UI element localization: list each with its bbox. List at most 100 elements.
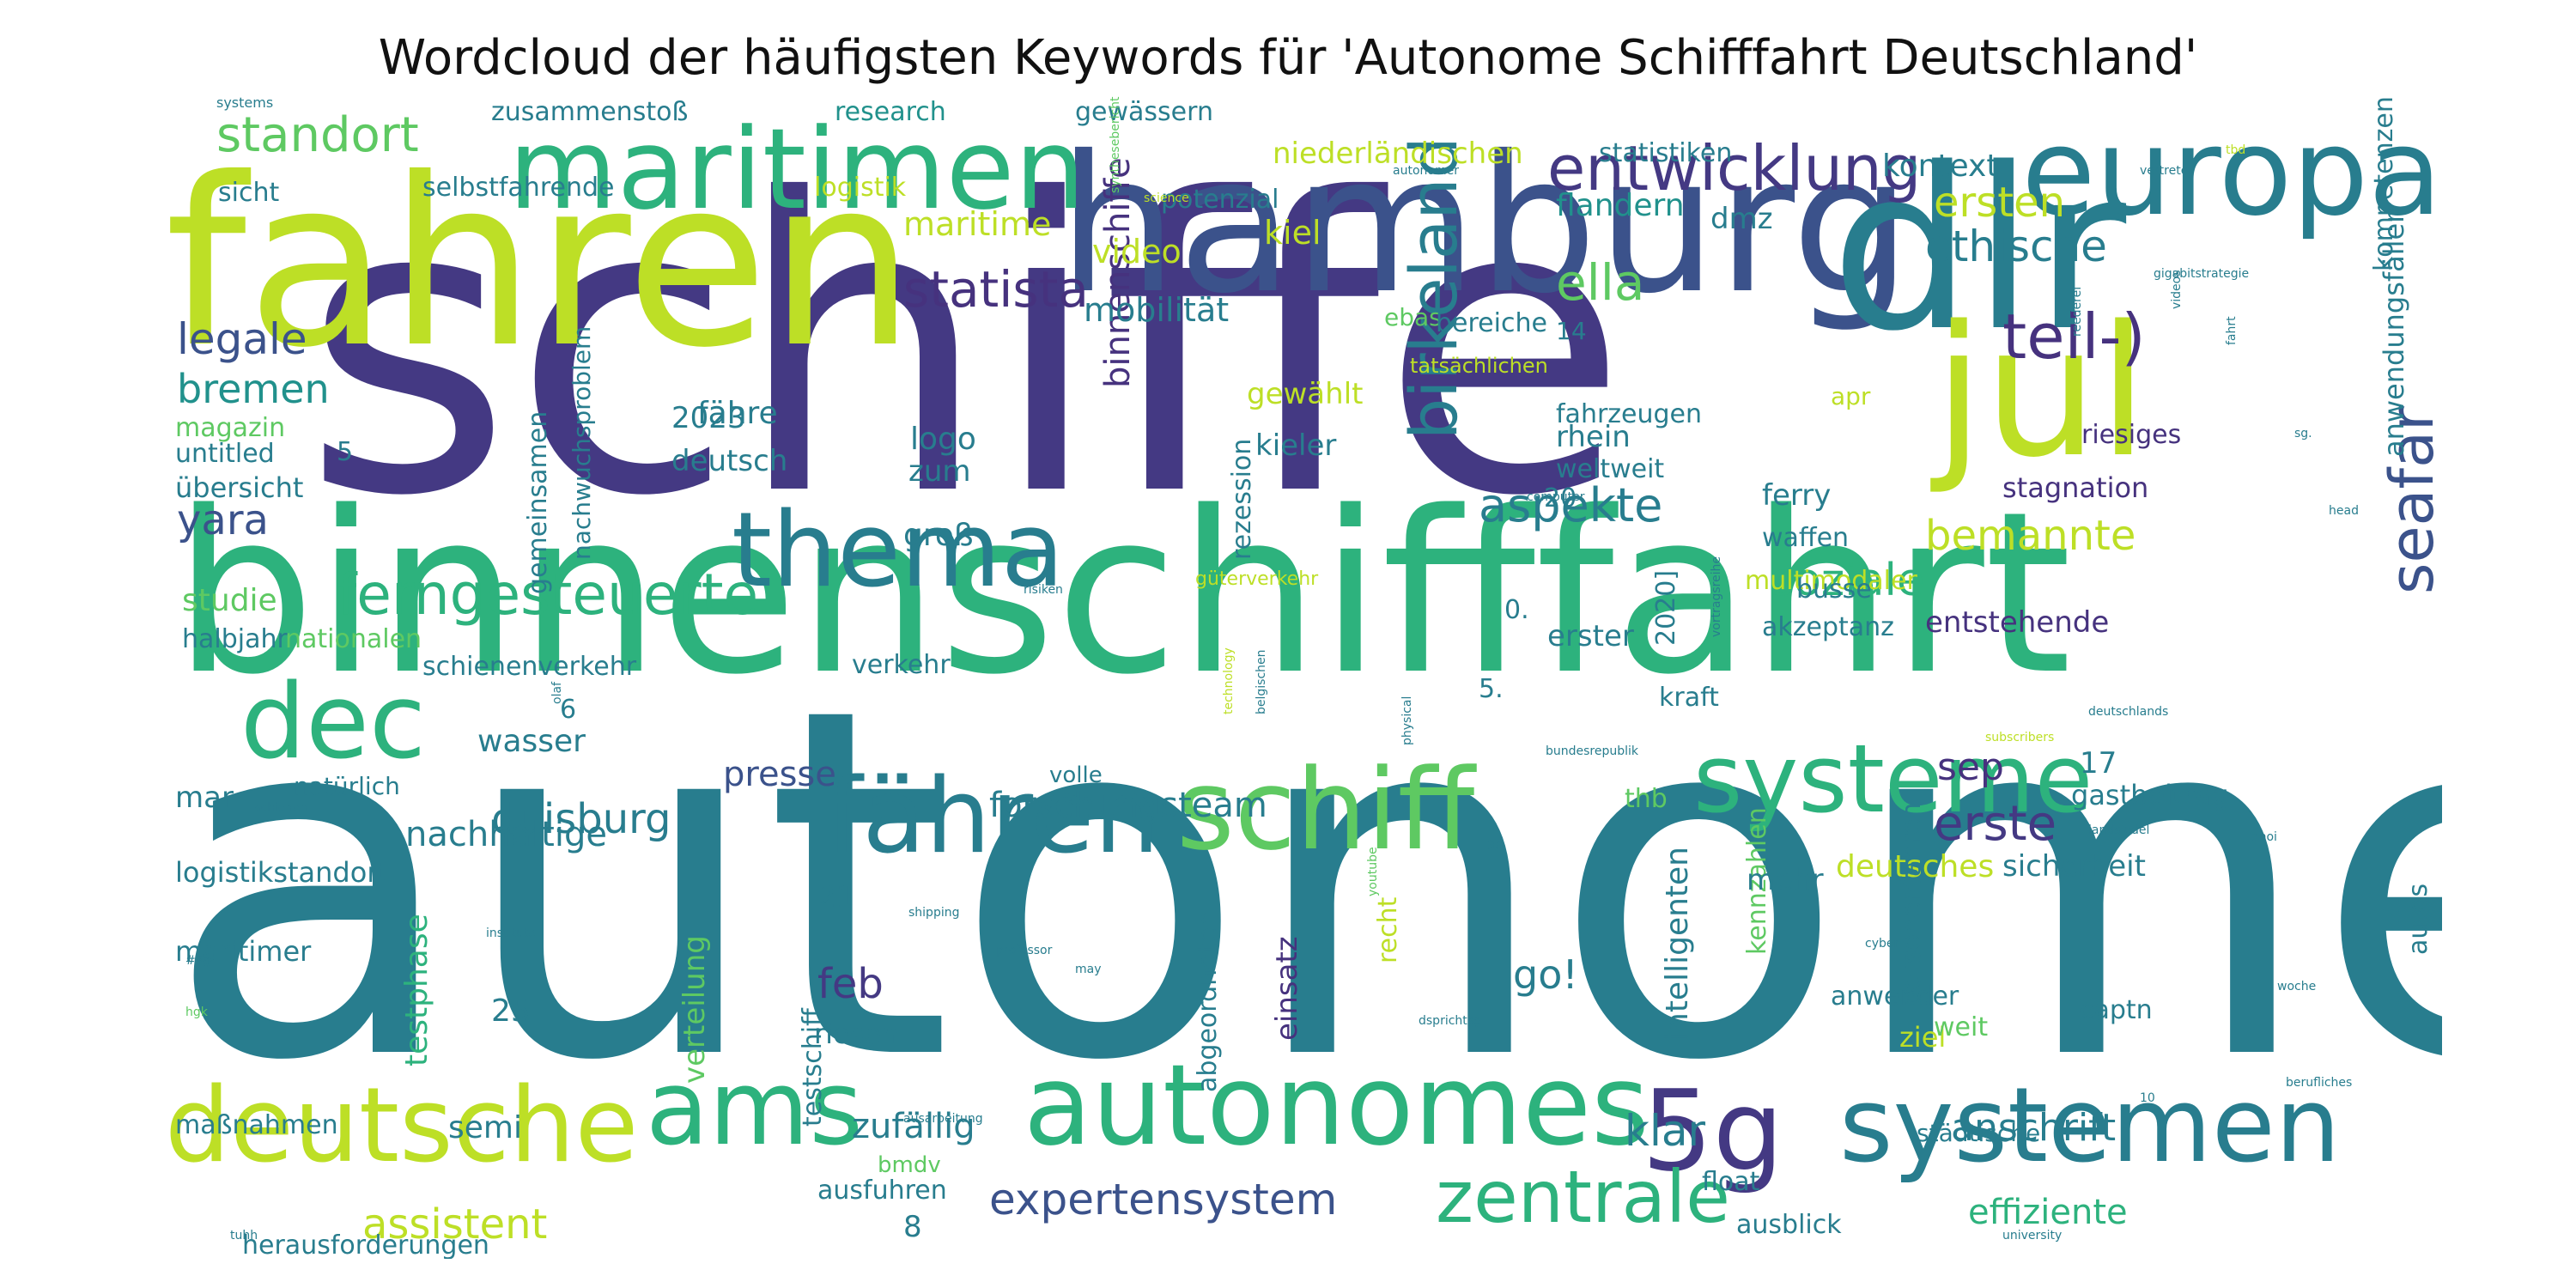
- word-research: research: [835, 97, 946, 127]
- word-schiffe: schiffe: [302, 114, 1629, 584]
- word-erster: erster: [1547, 619, 1634, 653]
- word-feb: feb: [817, 960, 884, 1008]
- word-maritimen: maritimen: [508, 104, 1085, 234]
- word-yara: yara: [177, 496, 269, 544]
- word-potenzial: potenzial: [1161, 185, 1279, 215]
- word-head: head: [2329, 504, 2359, 518]
- word-5: 5.: [1479, 674, 1504, 704]
- word-schienen: schienen: [254, 801, 308, 815]
- word-untitled: untitled: [175, 439, 275, 469]
- word-duisburg: duisburg: [491, 795, 671, 843]
- word-autonomen: autonomen: [165, 606, 2442, 1166]
- word-zum: zum: [908, 454, 971, 489]
- word-fahrt: fahrt: [2225, 316, 2239, 345]
- word-berufliches: berufliches: [2286, 1076, 2353, 1090]
- word-gemeinsamen: gemeinsamen: [523, 410, 553, 594]
- word-riesen: riesen: [814, 1018, 899, 1050]
- word-6: 6: [560, 695, 577, 725]
- word-systems: systems: [216, 96, 274, 111]
- word-ethische: ethische: [1925, 222, 2107, 271]
- word-fahrzeugen: fahrzeugen: [1556, 399, 1703, 429]
- word-dec: dec: [240, 663, 426, 782]
- word-physical: physical: [1400, 696, 1414, 745]
- word-gewaehlt: gewählt: [1247, 377, 1364, 411]
- word-birkeland: birkeland: [1395, 137, 1472, 440]
- word-bremen: bremen: [177, 366, 330, 412]
- word-8: 8: [903, 1210, 922, 1244]
- word-volle: volle: [1049, 762, 1103, 788]
- word-kiel: kiel: [1264, 214, 1321, 252]
- word-abgeordneten: abgeordneten: [1193, 911, 1223, 1092]
- word-0: 0.: [1504, 595, 1529, 625]
- word-cloud: schiffeautonomenbinnenschifffahrtfahrenh…: [165, 96, 2442, 1259]
- word-multimodaler: multimodaler: [1745, 566, 1917, 596]
- word-nationalen: nationalen: [285, 624, 422, 654]
- word-21: 21: [817, 880, 855, 914]
- word-herausforderungen: herausforderungen: [242, 1230, 489, 1259]
- word-video: video: [1092, 233, 1182, 270]
- word-gueterverkehr: güterverkehr: [1195, 568, 1319, 590]
- word-tuhh: tuhh: [230, 1229, 258, 1242]
- word-ersten: ersten: [1934, 179, 2066, 227]
- word-kompetenzen: kompetenzen: [2369, 96, 2399, 271]
- word-verteilung: verteilung: [677, 935, 712, 1084]
- word-deutsche: deutsche: [165, 1066, 639, 1186]
- word-gigabitstrategie: gigabitstrategie: [2154, 267, 2250, 281]
- word-entstehende: entstehende: [1925, 605, 2110, 640]
- word-expertensystem: expertensystem: [989, 1175, 1338, 1224]
- word-assistent: assistent: [362, 1200, 548, 1249]
- word-go: go!: [1513, 951, 1578, 998]
- word-presse: presse: [723, 755, 836, 794]
- word-mar: mar: [175, 781, 234, 815]
- word-may: may: [1075, 963, 1102, 976]
- word-deutschlands: deutschlands: [2088, 705, 2169, 719]
- word-einsatz: einsatz: [1270, 936, 1304, 1041]
- word-weit: weit: [1934, 1012, 1989, 1042]
- word-faehren: fähren: [826, 757, 1160, 877]
- word-verkehr: verkehr: [852, 650, 951, 680]
- word-25: 25: [491, 993, 531, 1029]
- word-youtube: youtube: [1366, 847, 1380, 896]
- word-kraft: kraft: [1659, 683, 1719, 713]
- word-selbstfahrende: selbstfahrende: [422, 173, 615, 203]
- word-bemannte: bemannte: [1925, 512, 2136, 560]
- word-europa: europa: [2021, 103, 2442, 243]
- word-tbd: tbd: [2226, 143, 2246, 157]
- word-mehr: mehr: [1747, 863, 1824, 897]
- word-2020: 2020]: [1651, 569, 1681, 646]
- word-synthesebericht: synthesebericht: [1109, 96, 1122, 193]
- chart-title: Wordcloud der häufigsten Keywords für 'A…: [378, 30, 2198, 86]
- word-soziale: soziale: [1771, 555, 1924, 606]
- word-apr: apr: [1831, 382, 1871, 410]
- word-landsiedel: landsiedel: [2088, 823, 2150, 837]
- word-ahoi: ahoi: [2251, 830, 2277, 844]
- word-anschrift: anschrift: [1951, 1106, 2117, 1150]
- word-kieler: kieler: [1255, 428, 1337, 463]
- word-reederei: reederei: [2070, 286, 2084, 337]
- word-systemen: systemen: [1839, 1066, 2341, 1186]
- word-10: 10: [2140, 1091, 2155, 1105]
- word-halbjahr: halbjahr: [182, 624, 288, 654]
- word-deutsch: deutsch: [671, 444, 788, 478]
- word-tatsaechlichen: tatsächlichen: [1410, 354, 1548, 378]
- word-risiken: risiken: [1024, 583, 1063, 597]
- word-ferry: ferry: [1762, 478, 1832, 513]
- word-autonomer: autonomer: [1393, 164, 1459, 178]
- word-weltweit: weltweit: [1556, 454, 1665, 484]
- word-rhein: rhein: [1556, 420, 1631, 454]
- word-magazin: magazin: [175, 413, 286, 443]
- word-systeme: systeme: [1693, 724, 2093, 834]
- word-ams: ams: [646, 1049, 863, 1169]
- word-riesiges: riesiges: [2081, 420, 2182, 450]
- word-legale: legale: [177, 314, 307, 364]
- word-logo: logo: [910, 422, 976, 457]
- word-erste: erste: [1934, 796, 2057, 852]
- word-thema: thema: [732, 491, 1065, 611]
- word-science: science: [1144, 191, 1189, 205]
- word-intelligenten: intelligenten: [1660, 847, 1695, 1041]
- word-videos: videos: [2170, 270, 2184, 309]
- word-ella: ella: [1556, 253, 1645, 312]
- word-sg: sg.: [2294, 427, 2312, 440]
- word-kontext: kontext: [1882, 149, 1999, 184]
- word-university: university: [2002, 1229, 2063, 1242]
